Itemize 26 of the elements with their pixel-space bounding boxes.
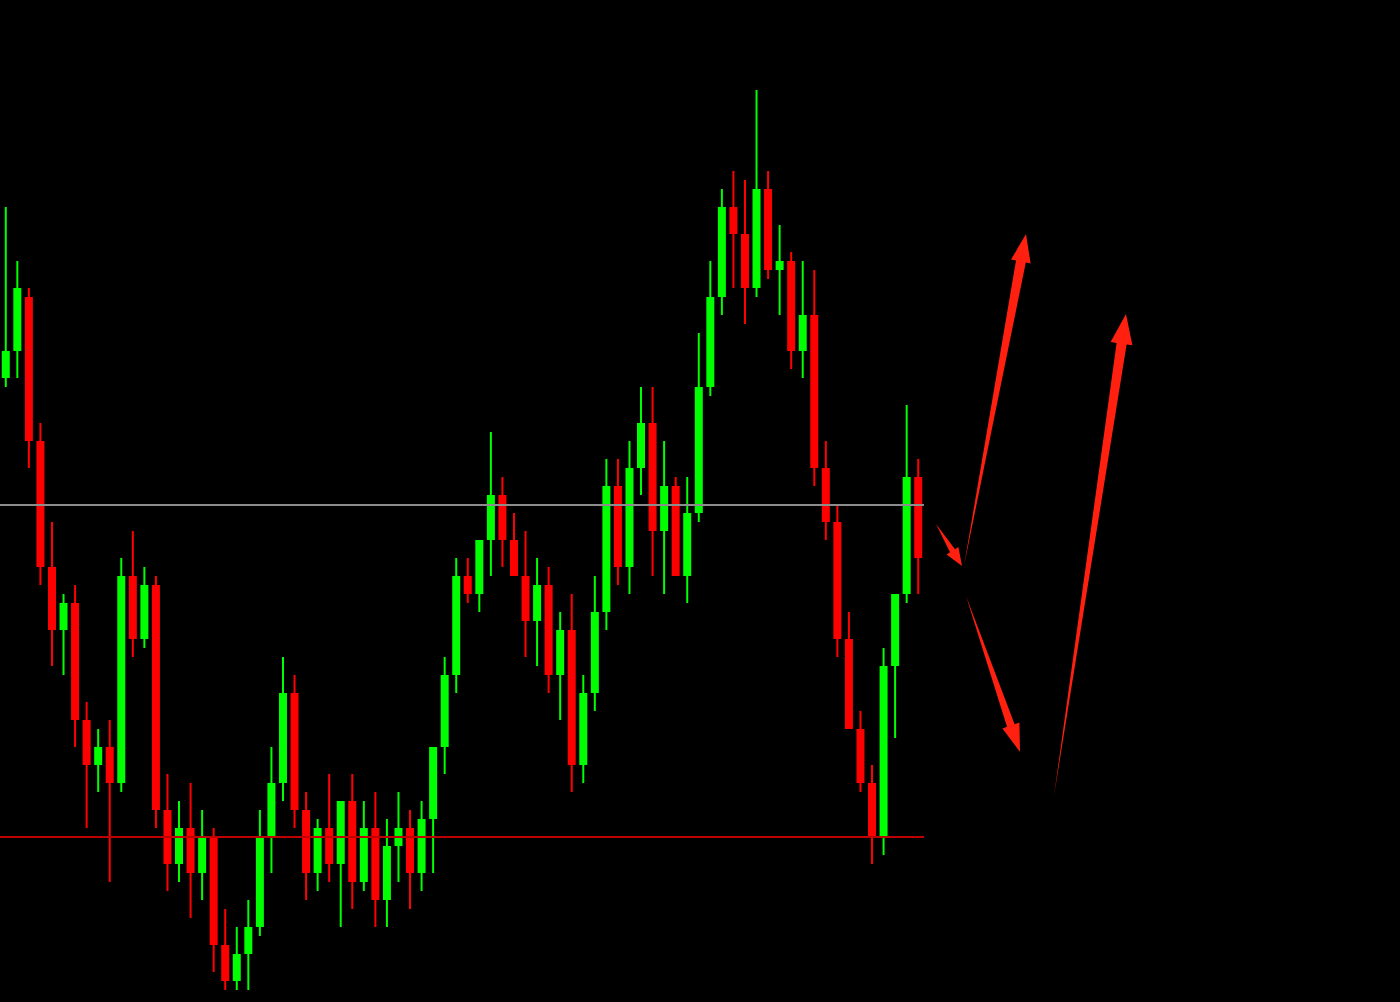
candlestick [660,440,669,595]
candlestick [463,557,472,604]
candlestick [521,530,530,658]
candlestick [637,386,646,496]
candlestick [313,818,322,892]
candlestick [729,170,738,289]
candlestick [198,809,207,901]
candlestick [221,908,230,991]
candlestick [59,593,68,676]
candlestick [94,728,103,793]
candlestick [556,611,565,721]
candlestick [1,206,10,388]
candlestick [82,701,91,829]
candlestick [105,719,114,883]
candlestick [798,260,807,379]
candlestick [406,809,415,910]
candlestick [533,557,542,667]
candlestick [498,476,507,568]
candlestick [509,512,518,577]
candlestick [175,800,184,883]
candlestick [325,773,334,883]
candlestick [486,431,495,577]
candlestick [244,899,253,991]
candlestick [186,782,195,919]
candlestick [775,224,784,316]
candlestick [232,926,241,991]
